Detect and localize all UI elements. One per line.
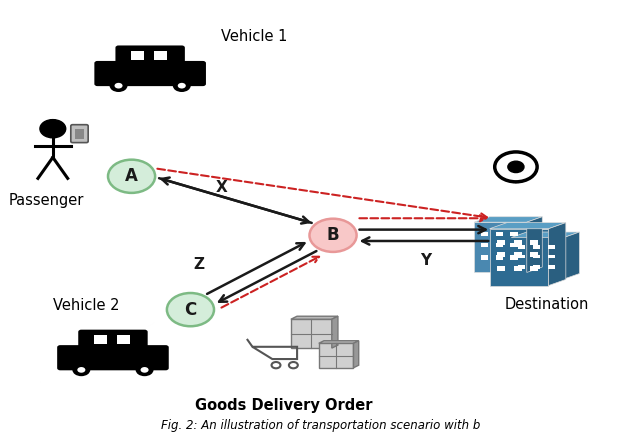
Bar <box>497 252 506 257</box>
Text: Passenger: Passenger <box>9 193 84 208</box>
Bar <box>533 246 540 249</box>
Bar <box>533 254 540 258</box>
Polygon shape <box>564 232 580 279</box>
Bar <box>511 255 518 260</box>
Bar <box>490 229 549 286</box>
Circle shape <box>178 83 186 88</box>
Circle shape <box>173 79 191 92</box>
Polygon shape <box>526 217 542 272</box>
Bar <box>497 266 506 271</box>
Circle shape <box>40 120 66 138</box>
Bar <box>291 319 332 348</box>
Circle shape <box>108 160 155 193</box>
Text: B: B <box>327 226 339 244</box>
Bar <box>497 239 506 245</box>
Polygon shape <box>495 167 537 176</box>
Text: Goods Delivery Order: Goods Delivery Order <box>195 398 372 413</box>
Bar <box>495 255 503 260</box>
FancyBboxPatch shape <box>71 125 88 143</box>
Bar <box>511 238 564 279</box>
Text: Vehicle 1: Vehicle 1 <box>221 29 288 44</box>
Text: X: X <box>216 180 227 194</box>
Bar <box>514 266 522 271</box>
Bar <box>530 239 538 245</box>
Circle shape <box>114 83 123 88</box>
FancyBboxPatch shape <box>116 45 185 66</box>
FancyBboxPatch shape <box>57 345 169 370</box>
Polygon shape <box>490 223 566 229</box>
FancyBboxPatch shape <box>94 61 206 86</box>
Circle shape <box>508 161 524 172</box>
Polygon shape <box>319 341 359 343</box>
Text: C: C <box>185 301 197 319</box>
Bar <box>495 243 503 247</box>
Bar <box>548 246 555 249</box>
Bar <box>530 266 538 271</box>
Bar <box>518 246 525 249</box>
Circle shape <box>140 367 149 373</box>
Bar <box>518 265 525 269</box>
Text: Z: Z <box>193 257 205 272</box>
Bar <box>514 239 522 245</box>
Bar <box>511 232 518 236</box>
Polygon shape <box>332 316 338 348</box>
FancyBboxPatch shape <box>78 330 148 350</box>
Bar <box>533 265 540 269</box>
Bar <box>511 243 518 247</box>
Bar <box>319 343 353 368</box>
Bar <box>514 252 522 257</box>
Circle shape <box>310 219 356 252</box>
Circle shape <box>77 367 85 373</box>
Text: Vehicle 2: Vehicle 2 <box>52 298 119 313</box>
Text: Y: Y <box>420 253 431 268</box>
Bar <box>481 243 489 247</box>
Bar <box>94 335 107 345</box>
Bar <box>75 129 85 139</box>
Bar <box>154 51 167 60</box>
Bar <box>495 232 503 236</box>
Text: Destination: Destination <box>505 297 589 312</box>
Bar <box>548 265 555 269</box>
Text: A: A <box>125 167 138 185</box>
Circle shape <box>495 152 537 182</box>
Bar <box>518 254 525 258</box>
Polygon shape <box>511 232 580 238</box>
Circle shape <box>167 293 214 326</box>
Bar <box>481 232 489 236</box>
Circle shape <box>136 363 154 376</box>
Polygon shape <box>353 341 359 368</box>
Polygon shape <box>501 174 531 183</box>
Bar <box>530 252 538 257</box>
Bar <box>117 335 130 345</box>
Bar <box>481 255 489 260</box>
Circle shape <box>109 79 128 92</box>
Bar <box>131 51 144 60</box>
Circle shape <box>73 363 90 376</box>
Polygon shape <box>549 223 566 286</box>
Bar <box>474 222 526 272</box>
Polygon shape <box>291 316 338 319</box>
Polygon shape <box>474 217 542 222</box>
Text: Fig. 2: An illustration of transportation scenario with b: Fig. 2: An illustration of transportatio… <box>161 419 480 432</box>
Bar <box>548 254 555 258</box>
